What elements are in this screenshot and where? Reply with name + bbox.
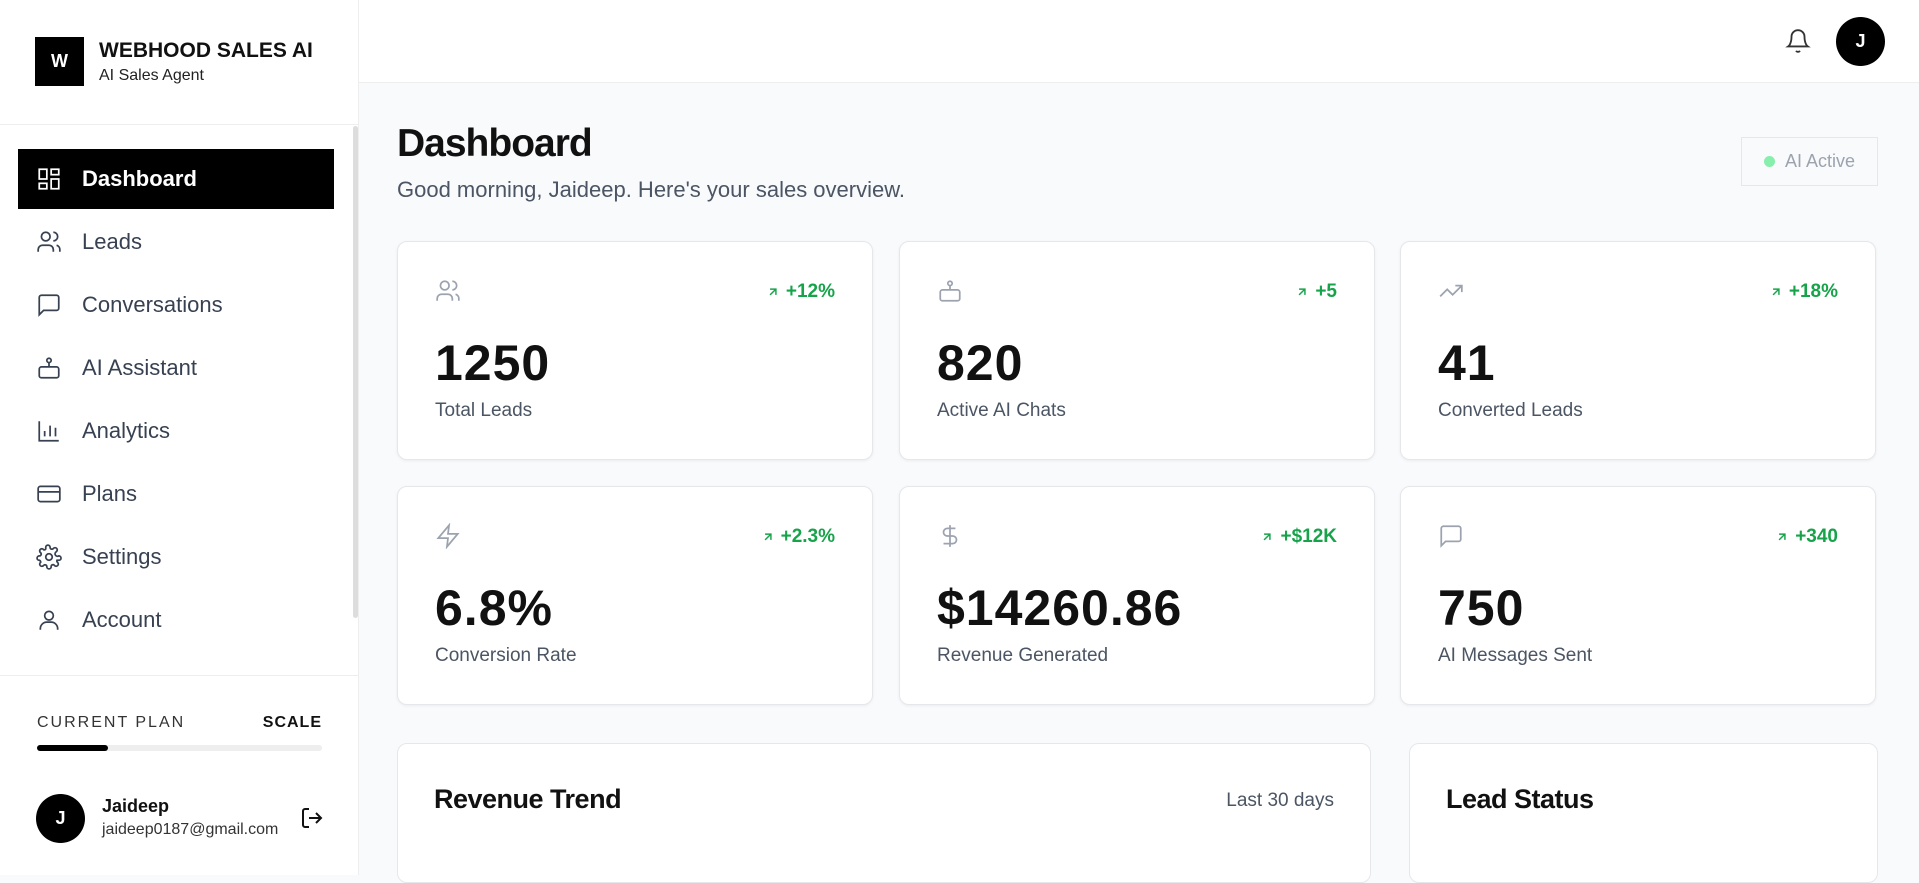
page-subtitle: Good morning, Jaideep. Here's your sales… [397,177,906,202]
stat-card: +12% 1250 Total Leads [397,241,873,460]
topbar: J [359,0,1919,83]
plan-track [37,745,322,751]
status-dot [1763,156,1775,167]
nav-label: Analytics [82,418,171,443]
nav-item[interactable]: Leads [18,212,334,272]
scrollbar [353,126,358,618]
user-name: Jaideep [102,796,170,816]
stat-change: +$12K [1260,526,1337,548]
stat-change: +12% [766,281,835,303]
stat-label: Revenue Generated [937,645,1109,666]
nav-label: Plans [82,481,138,506]
user-avatar: J [36,794,85,843]
stat-change: +5 [1295,281,1337,303]
stat-change: +340 [1775,526,1838,548]
stat-label: Total Leads [435,400,533,421]
divider [0,675,359,676]
nav-item[interactable]: Dashboard [18,149,334,209]
brand-title: WEBHOOD SALES AI [99,39,313,62]
plan-fill [37,745,108,751]
stat-change: +18% [1769,281,1838,303]
nav-item[interactable]: AI Assistant [18,338,334,398]
nav-label: Account [82,607,162,632]
stat-icon [937,523,963,554]
stat-change-text: +5 [1315,281,1337,302]
stat-card: +$12K $14260.86 Revenue Generated [899,486,1375,705]
stat-change-text: +12% [785,281,835,302]
stat-change-text: +$12K [1280,526,1337,547]
nav-label: AI Assistant [82,355,197,380]
stat-value: $14260.86 [937,580,1183,636]
panel-range: Last 30 days [1226,790,1334,811]
logo: W [35,37,84,86]
stat-change-text: +18% [1788,281,1838,302]
stat-value: 820 [937,335,1024,391]
stat-label: Active AI Chats [937,400,1066,421]
status-badge: AI Active [1741,137,1878,186]
logout-button[interactable] [300,806,324,830]
stat-card: +340 750 AI Messages Sent [1400,486,1876,705]
brand-subtitle: AI Sales Agent [99,67,204,84]
stat-change-text: +340 [1795,526,1838,547]
plan-label: CURRENT PLAN [37,714,186,731]
stat-value: 6.8% [435,580,553,636]
stat-icon [937,278,963,309]
revenue-panel: Revenue Trend Last 30 days [397,743,1371,883]
nav-label: Conversations [82,292,223,317]
user-email: jaideep0187@gmail.com [102,821,279,838]
nav-label: Dashboard [82,166,197,191]
stat-card: +5 820 Active AI Chats [899,241,1375,460]
panel-title: Lead Status [1446,784,1594,814]
nav-item[interactable]: Analytics [18,401,334,461]
lead-status-panel: Lead Status [1409,743,1878,883]
stat-icon [1438,278,1464,309]
stat-value: 1250 [435,335,551,391]
sidebar: W WEBHOOD SALES AI AI Sales Agent Dashbo… [0,0,359,875]
header-avatar[interactable]: J [1836,17,1885,66]
nav-item[interactable]: Account [18,590,334,650]
stat-icon [435,278,461,309]
stat-label: AI Messages Sent [1438,645,1593,666]
stat-label: Conversion Rate [435,645,577,666]
divider [0,124,359,125]
panel-title: Revenue Trend [434,784,622,814]
stat-change-text: +2.3% [780,526,835,547]
nav-item[interactable]: Conversations [18,275,334,335]
stat-card: +2.3% 6.8% Conversion Rate [397,486,873,705]
stat-icon [1438,523,1464,554]
nav-item[interactable]: Plans [18,464,334,524]
stat-label: Converted Leads [1438,400,1583,421]
stat-card: +18% 41 Converted Leads [1400,241,1876,460]
nav-label: Leads [82,229,142,254]
stat-change: +2.3% [761,526,835,548]
stat-value: 750 [1438,580,1525,636]
nav-item[interactable]: Settings [18,527,334,587]
nav-label: Settings [82,544,162,569]
status-text: AI Active [1784,151,1856,171]
notifications[interactable] [1785,27,1811,55]
plan-name: SCALE [262,714,322,731]
stat-value: 41 [1438,335,1496,391]
stat-icon [435,522,461,554]
page-title: Dashboard [397,122,593,165]
